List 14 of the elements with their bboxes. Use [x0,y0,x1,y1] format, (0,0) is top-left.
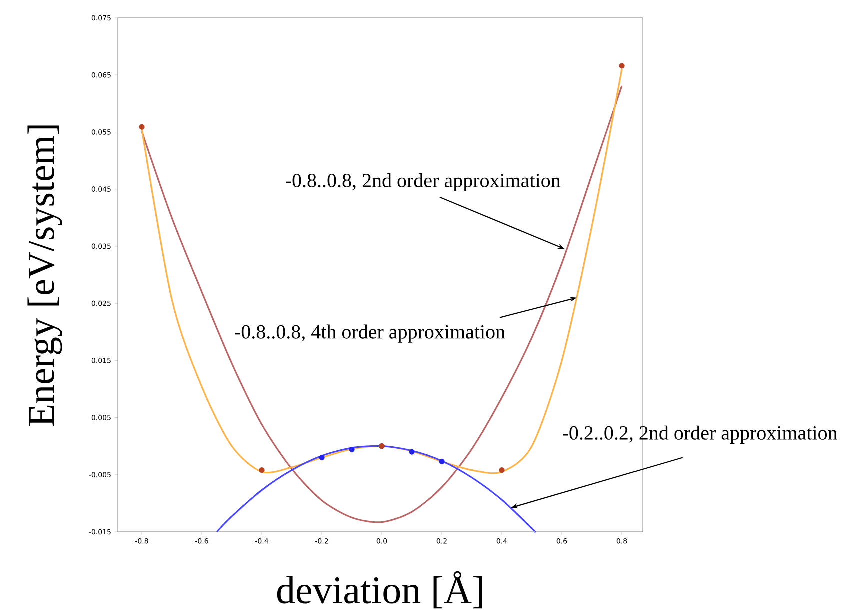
point [349,446,355,453]
point [409,449,415,455]
point [259,468,265,474]
y-axis-title: Energy [eV/system] [28,126,62,426]
point [319,454,325,461]
annotation: -0.2..0.2, 2nd order approximation [563,426,838,444]
point [619,63,625,69]
point [499,468,505,474]
annotation: -0.8..0.8, 4th order approximation [235,324,506,343]
x-axis-title: deviation [Å] [277,571,482,609]
annotation: -0.8..0.8, 2nd order approximation [286,173,561,192]
point [439,458,445,465]
point [139,124,145,130]
line-series [216,445,536,533]
